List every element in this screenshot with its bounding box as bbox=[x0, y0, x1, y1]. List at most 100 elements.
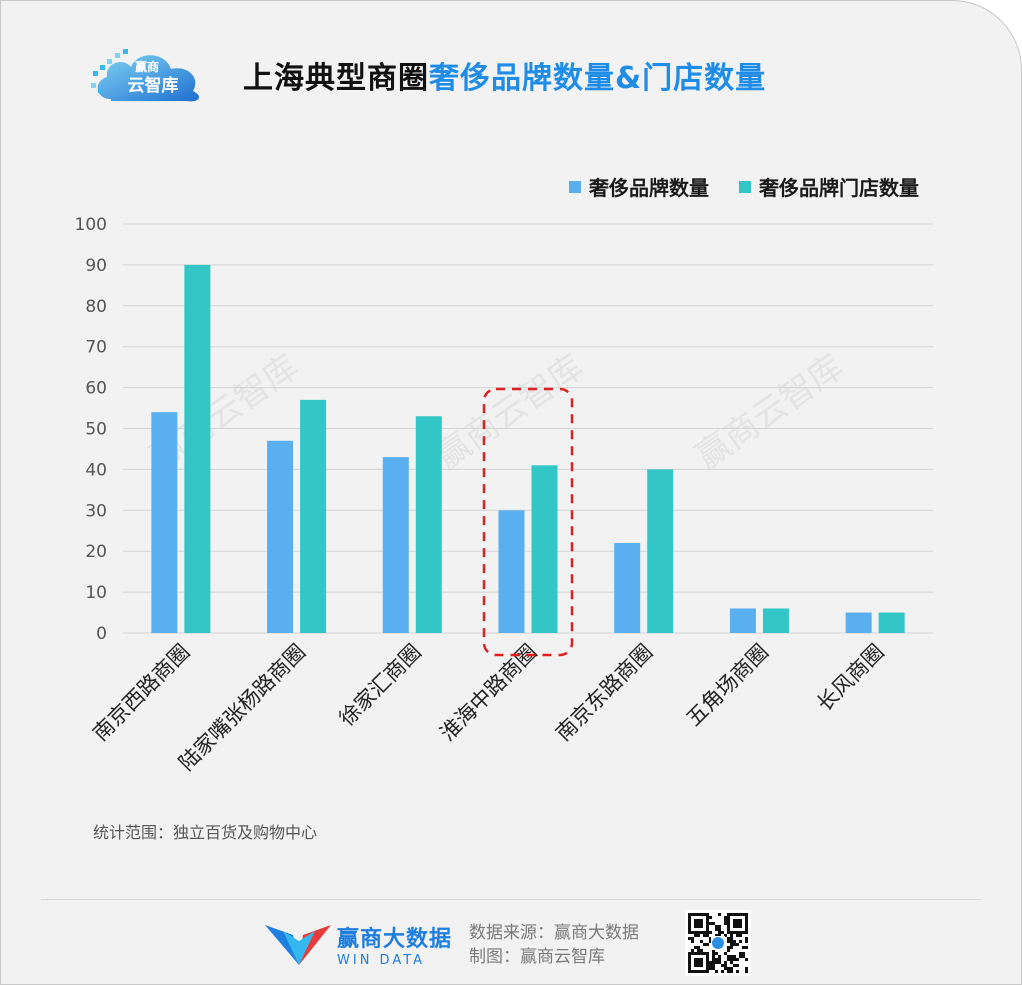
qr-module bbox=[733, 943, 736, 946]
qr-module bbox=[709, 922, 712, 925]
svg-text:云智库: 云智库 bbox=[128, 75, 179, 96]
footer-divider bbox=[41, 899, 981, 900]
qr-module bbox=[733, 958, 736, 961]
qr-module bbox=[724, 934, 727, 937]
bar-brands-6 bbox=[845, 612, 872, 633]
qr-module bbox=[724, 952, 727, 955]
qr-module bbox=[745, 937, 748, 940]
source-info: 数据来源：赢商大数据 制图：赢商云智库 bbox=[469, 921, 639, 969]
qr-module bbox=[721, 970, 724, 973]
bar-stores-2 bbox=[415, 416, 442, 633]
qr-module bbox=[709, 964, 712, 967]
bar-brands-2 bbox=[382, 457, 409, 633]
qr-module bbox=[727, 946, 730, 949]
qr-module bbox=[712, 967, 715, 970]
qr-module bbox=[730, 961, 733, 964]
qr-module bbox=[715, 958, 718, 961]
qr-module bbox=[730, 955, 733, 958]
qr-module bbox=[691, 949, 694, 952]
bar-stores-4 bbox=[647, 469, 674, 633]
qr-module bbox=[733, 964, 736, 967]
qr-module bbox=[694, 946, 697, 949]
qr-module bbox=[745, 967, 748, 970]
qr-module bbox=[709, 967, 712, 970]
y-tick-label-100: 100 bbox=[75, 215, 107, 235]
bar-stores-0 bbox=[184, 264, 211, 633]
qr-module bbox=[718, 934, 721, 937]
watermark-2: 赢商云智库 bbox=[689, 347, 851, 477]
y-tick-label-40: 40 bbox=[85, 460, 107, 480]
bar-stores-3 bbox=[531, 465, 558, 633]
qr-module bbox=[721, 931, 724, 934]
qr-module bbox=[709, 937, 712, 940]
scope-note: 统计范围：独立百货及购物中心 bbox=[93, 823, 318, 842]
x-tick-label-4: 南京东路商圈 bbox=[551, 640, 657, 746]
qr-module bbox=[730, 946, 733, 949]
qr-module bbox=[739, 940, 742, 943]
y-tick-label-60: 60 bbox=[85, 379, 107, 399]
legend-label-brands: 奢侈品牌数量 bbox=[589, 176, 709, 200]
qr-module bbox=[688, 937, 691, 940]
qr-module bbox=[745, 970, 748, 973]
qr-module bbox=[730, 943, 733, 946]
x-tick-label-5: 五角场商圈 bbox=[682, 640, 773, 731]
qr-module bbox=[706, 934, 709, 937]
data-source-text: 数据来源：赢商大数据 bbox=[469, 923, 639, 943]
bar-stores-1 bbox=[300, 399, 327, 633]
qr-module bbox=[718, 928, 721, 931]
qr-module bbox=[730, 967, 733, 970]
qr-module bbox=[718, 913, 721, 916]
qr-module bbox=[715, 925, 718, 928]
bar-brands-1 bbox=[267, 440, 294, 633]
chart-maker-text: 制图：赢商云智库 bbox=[469, 947, 605, 967]
y-tick-label-90: 90 bbox=[85, 256, 107, 276]
legend-swatch-brands bbox=[569, 180, 581, 193]
qr-module bbox=[724, 922, 727, 925]
qr-module bbox=[730, 940, 733, 943]
bar-stores-6 bbox=[878, 612, 905, 633]
qr-module bbox=[739, 952, 742, 955]
brand-en-text: WIN DATA bbox=[337, 953, 426, 968]
qr-module bbox=[736, 970, 739, 973]
legend: 奢侈品牌数量 奢侈品牌门店数量 bbox=[569, 172, 919, 201]
qr-module bbox=[694, 934, 697, 937]
qr-module bbox=[706, 943, 709, 946]
qr-module bbox=[733, 940, 736, 943]
qr-code-icon bbox=[685, 910, 751, 976]
qr-module bbox=[697, 946, 700, 949]
qr-module bbox=[715, 961, 718, 964]
qr-module bbox=[724, 916, 727, 919]
y-tick-label-50: 50 bbox=[85, 420, 107, 440]
qr-module bbox=[733, 955, 736, 958]
watermark-1: 赢商云智库 bbox=[429, 347, 591, 477]
y-tick-label-20: 20 bbox=[85, 542, 107, 562]
qr-module bbox=[730, 970, 733, 973]
qr-module bbox=[727, 955, 730, 958]
qr-module bbox=[697, 934, 700, 937]
qr-module bbox=[712, 955, 715, 958]
y-tick-label-30: 30 bbox=[85, 501, 107, 521]
qr-module bbox=[709, 961, 712, 964]
bar-brands-5 bbox=[729, 608, 756, 633]
qr-module bbox=[712, 958, 715, 961]
qr-module bbox=[739, 955, 742, 958]
legend-swatch-stores bbox=[739, 180, 751, 193]
qr-module bbox=[745, 946, 748, 949]
qr-module bbox=[712, 949, 715, 952]
qr-module bbox=[742, 955, 745, 958]
qr-module bbox=[700, 949, 703, 952]
qr-module bbox=[691, 937, 694, 940]
qr-module bbox=[697, 949, 700, 952]
qr-module bbox=[718, 931, 721, 934]
qr-module bbox=[724, 967, 727, 970]
qr-module bbox=[724, 919, 727, 922]
bar-brands-3 bbox=[498, 510, 525, 633]
y-tick-label-80: 80 bbox=[85, 297, 107, 317]
bar-stores-5 bbox=[762, 608, 789, 633]
qr-module bbox=[709, 931, 712, 934]
y-tick-label-10: 10 bbox=[85, 583, 107, 603]
qr-module bbox=[727, 958, 730, 961]
qr-module bbox=[745, 958, 748, 961]
qr-module bbox=[703, 943, 706, 946]
bar-chart: 赢商云智库 赢商云智库 赢商云智库0102030405060708090100南京西… bbox=[75, 215, 933, 775]
